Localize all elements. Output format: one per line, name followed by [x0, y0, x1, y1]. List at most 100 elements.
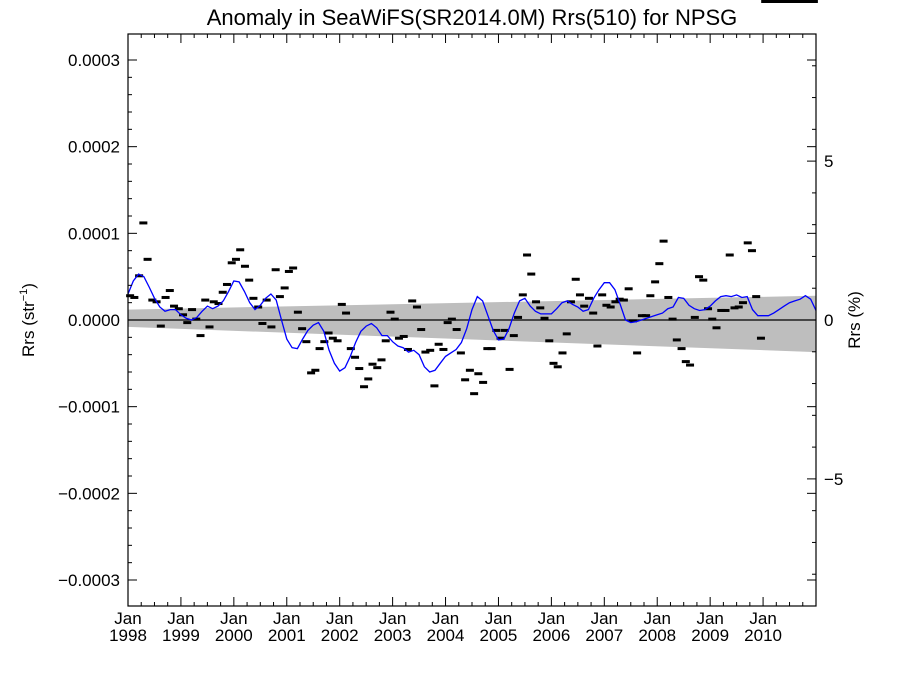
- left-tick-label: 0.0001: [68, 224, 120, 243]
- monthly-point: [439, 347, 448, 351]
- x-tick-year: 2003: [374, 626, 412, 645]
- monthly-point: [523, 253, 532, 257]
- monthly-point: [747, 249, 756, 253]
- monthly-point: [699, 278, 708, 282]
- monthly-point: [708, 317, 717, 321]
- right-y-axis-title: Rrs (%): [845, 291, 864, 349]
- monthly-point: [787, 0, 796, 3]
- x-tick-month: Jan: [326, 609, 353, 628]
- x-tick-month: Jan: [696, 609, 723, 628]
- x-tick-year: 2002: [321, 626, 359, 645]
- monthly-point: [474, 372, 483, 376]
- monthly-point: [681, 360, 690, 364]
- monthly-point: [496, 336, 505, 340]
- monthly-point: [487, 347, 496, 351]
- monthly-point: [668, 317, 677, 321]
- monthly-point: [606, 305, 615, 309]
- monthly-point: [426, 348, 435, 352]
- monthly-point: [368, 362, 377, 366]
- monthly-point: [589, 311, 598, 315]
- x-tick-month: Jan: [591, 609, 618, 628]
- right-tick-label: 0: [824, 311, 833, 330]
- monthly-point: [628, 319, 637, 323]
- monthly-point: [196, 334, 205, 338]
- monthly-point: [399, 334, 408, 338]
- monthly-point: [730, 306, 739, 310]
- monthly-point: [500, 328, 509, 332]
- monthly-point: [686, 363, 695, 367]
- left-y-axis: 0.0003 0.0002 0.0001 0.0000 −0.0001 −0.0002 −0…: [58, 51, 816, 590]
- monthly-point: [505, 367, 514, 371]
- monthly-point: [148, 298, 157, 302]
- monthly-point: [514, 315, 523, 319]
- x-tick-year: 2007: [585, 626, 623, 645]
- monthly-point: [271, 268, 280, 272]
- monthly-point: [231, 257, 240, 261]
- monthly-point: [126, 294, 135, 298]
- monthly-point: [598, 293, 607, 297]
- x-tick-month: Jan: [538, 609, 565, 628]
- x-tick-year: 1999: [162, 626, 200, 645]
- monthly-point: [337, 302, 346, 306]
- monthly-point: [214, 302, 223, 306]
- monthly-point: [452, 328, 461, 332]
- left-tick-label: 0.0002: [68, 138, 120, 157]
- x-tick-year: 2000: [215, 626, 253, 645]
- right-tick-label: 5: [824, 152, 833, 171]
- monthly-point: [267, 325, 276, 329]
- monthly-point: [602, 303, 611, 307]
- monthly-point: [412, 305, 421, 309]
- monthly-point: [364, 377, 373, 381]
- x-tick-month: Jan: [273, 609, 300, 628]
- monthly-point: [704, 307, 713, 311]
- smoothed-line-layer: [127, 273, 817, 373]
- monthly-point: [188, 308, 197, 312]
- monthly-point: [434, 342, 443, 346]
- monthly-point: [558, 351, 567, 355]
- x-tick-month: Jan: [220, 609, 247, 628]
- x-tick-month: Jan: [379, 609, 406, 628]
- monthly-point: [443, 321, 452, 325]
- monthly-point: [536, 306, 545, 310]
- monthly-point: [690, 315, 699, 319]
- monthly-point: [725, 253, 734, 257]
- monthly-point: [770, 0, 779, 3]
- monthly-point: [796, 0, 805, 3]
- monthly-point: [249, 296, 258, 300]
- x-tick-month: Jan: [485, 609, 512, 628]
- monthly-point: [394, 336, 403, 340]
- monthly-point: [566, 300, 575, 304]
- monthly-point: [222, 282, 231, 286]
- right-y-axis: 5 0 −5: [807, 33, 843, 607]
- chart-title: Anomaly in SeaWiFS(SR2014.0M) Rrs(510) f…: [207, 5, 738, 30]
- monthly-point: [527, 272, 536, 276]
- monthly-point: [571, 277, 580, 281]
- monthly-point: [580, 304, 589, 308]
- monthly-point: [677, 347, 686, 351]
- monthly-point: [805, 0, 814, 3]
- monthly-point: [575, 293, 584, 297]
- monthly-point: [447, 317, 456, 321]
- monthly-point: [209, 300, 218, 304]
- monthly-point: [540, 316, 549, 320]
- monthly-point: [774, 0, 783, 3]
- monthly-point: [712, 326, 721, 330]
- x-tick-month: Jan: [167, 609, 194, 628]
- monthly-point: [562, 332, 571, 336]
- left-tick-label: 0.0000: [68, 311, 120, 330]
- monthly-point: [377, 358, 386, 362]
- monthly-point: [139, 221, 148, 225]
- monthly-points-layer: [126, 0, 818, 396]
- monthly-point: [307, 371, 316, 375]
- monthly-point: [227, 261, 236, 265]
- monthly-point: [651, 280, 660, 284]
- monthly-point: [381, 339, 390, 343]
- monthly-point: [734, 305, 743, 309]
- monthly-point: [738, 301, 747, 305]
- monthly-point: [456, 351, 465, 355]
- monthly-point: [549, 361, 558, 365]
- x-tick-year: 2005: [480, 626, 518, 645]
- monthly-point: [143, 257, 152, 261]
- monthly-point: [386, 310, 395, 314]
